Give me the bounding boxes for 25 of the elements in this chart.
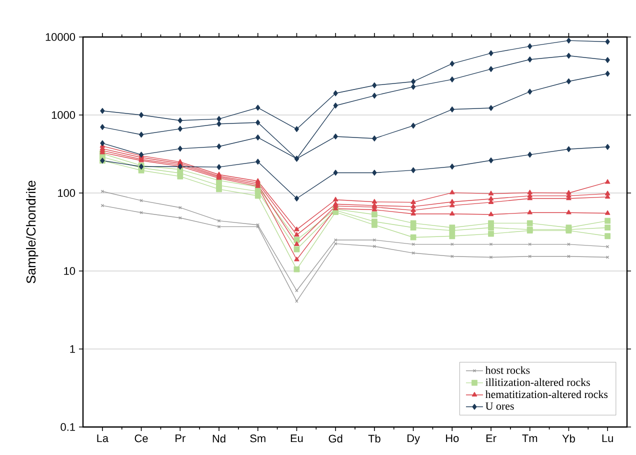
x-tick-label: Ce bbox=[134, 434, 148, 442]
x-tick-label: Lu bbox=[602, 434, 613, 442]
x-tick-label: Eu bbox=[290, 434, 303, 442]
x-tick-label: Pr bbox=[176, 434, 186, 442]
y-tick-label: 0.1 bbox=[60, 423, 75, 431]
x-tick-label: Yb bbox=[562, 434, 575, 443]
legend-label: hematitization-altered rocks bbox=[485, 390, 608, 398]
y-tick-label: 100 bbox=[58, 189, 76, 197]
x-tick-label: La bbox=[97, 434, 109, 442]
x-tick-label: Er bbox=[486, 434, 496, 442]
x-tick-label: Nd bbox=[212, 434, 226, 443]
x-tick-label: Gd bbox=[328, 434, 342, 443]
y-tick-label: 10 bbox=[64, 267, 76, 275]
y-tick-label: 1 bbox=[70, 345, 75, 353]
legend-label: host rocks bbox=[485, 366, 530, 374]
y-tick-label: 10000 bbox=[46, 33, 76, 41]
y-axis-title: Sample/Chondrite bbox=[26, 180, 38, 284]
x-tick-label: Ho bbox=[446, 434, 459, 442]
y-tick-label: 1000 bbox=[52, 111, 76, 119]
x-tick-label: Tb bbox=[368, 434, 380, 443]
x-tick-label: Dy bbox=[408, 434, 420, 444]
x-tick-label: Sm bbox=[250, 434, 266, 442]
legend-label: illitization-altered rocks bbox=[486, 378, 590, 386]
x-tick-label: Tm bbox=[522, 434, 538, 442]
legend-label: U ores bbox=[486, 402, 514, 410]
